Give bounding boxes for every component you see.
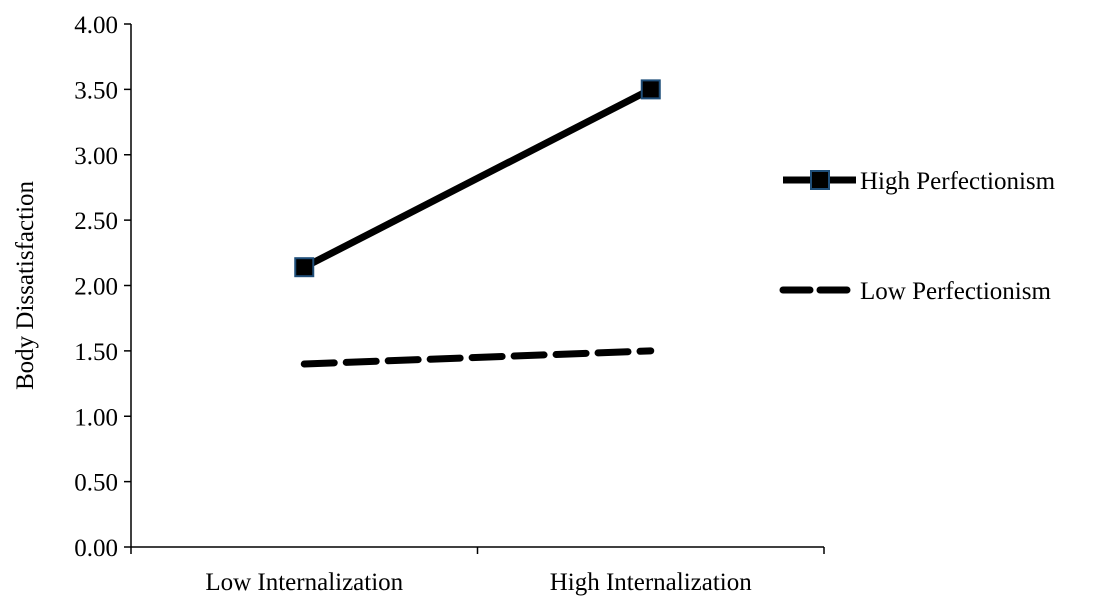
data-point [640,79,661,100]
x-ticks: Low Internalization High Internalization [130,547,825,596]
y-ticks: 0.00 0.50 1.00 1.50 2.00 2.50 3.00 3.50 4.00 [74,12,131,562]
y-tick-label: 3.50 [74,77,118,104]
legend-marker [810,170,830,190]
legend-item: High Perfectionism [783,168,1056,195]
y-tick-label: 0.50 [74,470,118,497]
x-tick-label: High Internalization [550,569,753,596]
data-point [294,257,315,278]
y-tick-label: 4.00 [74,12,118,39]
legend-item: Low Perfectionism [779,278,1051,305]
legend: High Perfectionism Low Perfectionism [779,168,1056,305]
y-tick-label: 0.00 [74,535,118,562]
series-0 [294,79,661,278]
y-tick-label: 1.00 [74,404,118,431]
x-tick-label: Low Internalization [205,569,403,596]
legend-label: Low Perfectionism [860,278,1051,305]
y-tick-label: 2.00 [74,274,118,301]
y-axis-title: Body Dissatisfaction [12,180,39,390]
y-tick-label: 3.00 [74,143,118,170]
legend-label: High Perfectionism [860,168,1056,195]
series-line [300,347,655,368]
y-tick-label: 1.50 [74,339,118,366]
series-layer [294,79,661,368]
axes [130,24,824,548]
series-1 [300,347,655,368]
y-tick-label: 2.50 [74,208,118,235]
series-line [302,86,653,271]
